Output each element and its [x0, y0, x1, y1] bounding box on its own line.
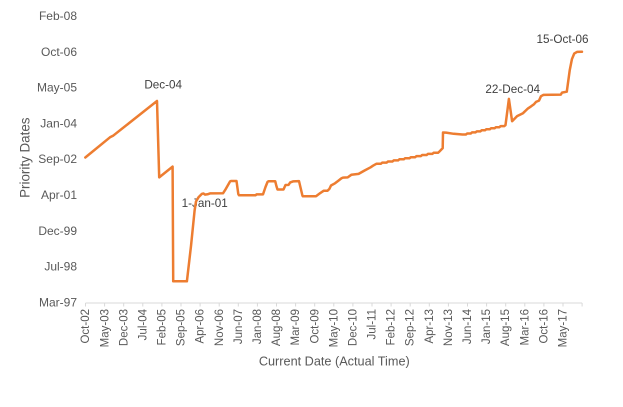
svg-text:Nov-06: Nov-06: [214, 309, 226, 346]
svg-text:Jul-04: Jul-04: [138, 308, 150, 340]
svg-text:Dec-99: Dec-99: [38, 224, 77, 238]
svg-text:Feb-12: Feb-12: [386, 309, 398, 345]
svg-text:Oct-09: Oct-09: [309, 309, 321, 344]
svg-text:Apr-06: Apr-06: [195, 309, 207, 344]
svg-text:Priority Dates: Priority Dates: [18, 117, 33, 198]
svg-text:Jan-08: Jan-08: [252, 309, 264, 344]
svg-text:Nov-13: Nov-13: [443, 309, 455, 346]
svg-text:Oct-06: Oct-06: [41, 45, 77, 59]
svg-text:May-10: May-10: [328, 309, 340, 347]
svg-text:May-17: May-17: [558, 309, 570, 347]
svg-text:May-03: May-03: [99, 309, 111, 347]
svg-text:1-Jan-01: 1-Jan-01: [182, 197, 228, 210]
svg-text:Sep-12: Sep-12: [405, 309, 417, 346]
svg-text:May-05: May-05: [37, 81, 77, 95]
svg-text:Jul-98: Jul-98: [44, 260, 77, 274]
svg-text:Mar-16: Mar-16: [519, 309, 531, 345]
svg-text:Feb-05: Feb-05: [157, 309, 169, 345]
svg-text:Dec-10: Dec-10: [348, 309, 360, 346]
svg-text:22-Dec-04: 22-Dec-04: [485, 83, 540, 96]
svg-text:Oct-02: Oct-02: [80, 309, 92, 344]
svg-text:Jan-04: Jan-04: [40, 117, 77, 131]
svg-text:Apr-13: Apr-13: [424, 309, 436, 344]
svg-text:Jun-07: Jun-07: [233, 309, 245, 344]
svg-text:Jan-15: Jan-15: [481, 309, 493, 344]
svg-text:Aug-15: Aug-15: [500, 309, 512, 346]
svg-text:Jul-11: Jul-11: [367, 309, 379, 339]
svg-text:Jun-14: Jun-14: [462, 308, 474, 344]
svg-text:Current Date (Actual Time): Current Date (Actual Time): [259, 355, 410, 369]
svg-text:Sep-05: Sep-05: [176, 309, 188, 346]
svg-text:Apr-01: Apr-01: [41, 188, 77, 202]
svg-text:Mar-97: Mar-97: [39, 295, 77, 309]
svg-text:Dec-04: Dec-04: [144, 79, 182, 92]
svg-text:Mar-09: Mar-09: [290, 309, 302, 345]
svg-text:Sep-02: Sep-02: [38, 152, 77, 166]
svg-text:Feb-08: Feb-08: [39, 9, 77, 23]
svg-text:Dec-03: Dec-03: [118, 309, 130, 346]
svg-text:15-Oct-06: 15-Oct-06: [537, 33, 589, 46]
svg-text:Aug-08: Aug-08: [271, 309, 283, 346]
svg-text:Oct-16: Oct-16: [538, 309, 550, 344]
